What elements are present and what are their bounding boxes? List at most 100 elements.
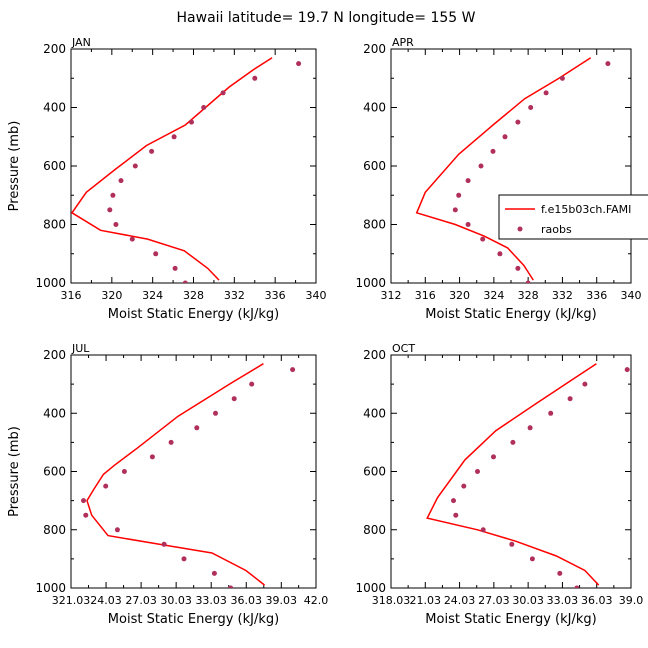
panel-apr-xtick-label: 316 [415,289,436,302]
panel-jan-ytick-label: 800 [43,218,66,232]
panel-oct-label: OCT [392,342,415,355]
panel-apr-obs-point [502,134,508,140]
panel-apr-label: APR [392,36,414,49]
legend: f.e15b03ch.FAMI raobs [498,194,648,240]
panel-oct-xlabel: Moist Static Energy (kJ/kg) [425,612,596,627]
panel-jul-obs-point [121,469,127,474]
panel-oct-obs-point [529,556,535,562]
panel-jan-xtick-label: 320 [101,289,122,302]
panel-oct-obs-point [453,512,459,518]
panel-apr-obs-point [465,178,471,184]
panel-jan-obs-point [129,236,135,242]
panel-oct-obs-point [475,469,480,474]
panel-apr-obs-point [490,148,496,154]
panel-oct-data [426,363,630,588]
panel-oct-obs-point [567,396,573,402]
panel-jan-obs-point [171,134,177,140]
panel-apr-ytick-label: 200 [363,42,386,56]
panel-oct-obs-point [548,410,554,416]
panel-jan-xlabel: Moist Static Energy (kJ/kg) [108,307,279,322]
panel-oct-obs-point [491,454,496,460]
panel-apr-obs-point [478,163,484,169]
panel-jan-label: JAN [71,36,91,49]
panel-jan-xtick-label: 328 [183,289,204,302]
panel-apr-obs-point [515,119,521,125]
panel-jul-xtick-label: 33.03 [195,594,227,607]
panel-apr-xtick-label: 332 [552,289,573,302]
panel-jan-obs-point [118,178,124,184]
panel-jul-obs-point [81,498,86,504]
panel-jul-ytick-label: 400 [43,406,66,420]
panel-apr-ytick-label: 400 [363,101,386,115]
panel-apr-ytick-label: 800 [363,218,386,232]
panel-jul-obs-point [161,541,167,547]
panel-oct-xtick-label: 33.03 [547,594,579,607]
panel-oct-xtick-label: 24.03 [444,594,476,607]
panel-oct-obs-point [461,483,467,489]
panel-jan-ytick-label: 600 [43,159,66,173]
panel-oct-obs-point [574,585,580,588]
panel-oct-obs-point [557,570,563,576]
panel-jul-obs-point [181,556,187,562]
panel-jul-obs-point [168,439,174,445]
panel-oct-obs-point [451,498,456,504]
panel-oct-ytick-label: 400 [363,406,386,420]
panel-jul-xtick-label: 36.03 [231,594,263,607]
panel-jul-obs-point [290,367,296,373]
panel-apr-xtick-label: 328 [518,289,539,302]
panel-oct-obs-point [527,425,533,431]
panel-jan-obs-point [132,163,138,169]
figure-title: Hawaii latitude= 19.7 N longitude= 155 W [177,10,476,26]
panel-jan-xtick-label: 336 [265,289,286,302]
panel-jul-obs-point [149,454,155,460]
panel-jul-data [81,363,296,588]
panel-jan-model-line [71,57,273,281]
panel-jan-xtick-label: 332 [224,289,245,302]
panel-jan-obs-point [107,207,113,213]
panel-jul-obs-point [83,512,89,518]
legend-model-label: f.e15b03ch.FAMI [541,203,631,216]
panel-apr-obs-point [456,192,462,198]
panel-jul-ylabel: Pressure (mb) [7,426,22,517]
panel-jul-obs-point [211,570,217,576]
panel-jul-obs-point [249,381,255,387]
panel-jan-ytick-label: 400 [43,101,66,115]
panel-jan-obs-point [182,280,188,283]
panel-oct-obs-point [480,527,486,533]
panel-jul-ytick-label: 1000 [35,581,66,595]
panel-apr-obs-point [480,236,486,242]
panel-jul-obs-point [103,483,109,489]
panel-oct-ytick-label: 200 [363,348,386,362]
panel-jul-xtick-label: 30.03 [160,594,192,607]
panel-apr-xtick-label: 336 [586,289,607,302]
panel-apr-obs-point [452,207,458,213]
panel-oct-obs-point [509,541,515,547]
panel-jul-obs-point [194,425,200,431]
panel-jan-ytick-label: 1000 [35,276,66,290]
panel-apr-xtick-label: 312 [381,289,402,302]
panel-jan-xtick-label: 340 [306,289,327,302]
panel-jan-obs-point [201,105,207,110]
panel-jan-frame [70,48,317,284]
panel-jan-data [71,57,302,283]
panel-apr-obs-point [528,105,534,110]
panel-jul-obs-point [114,527,120,533]
panel-jul-xtick-label: 24.03 [90,594,122,607]
panel-oct-obs-point [582,381,588,387]
panel-jul-ytick-label: 800 [43,523,66,537]
panel-apr-obs-point [525,280,531,283]
panel-apr-ytick-label: 1000 [355,276,386,290]
panel-apr-frame [390,48,632,284]
panel-jul-xtick-label: 321.03 [52,594,91,607]
panel-apr-model-line [415,57,592,281]
panel-jul-ytick-label: 600 [43,465,66,479]
panel-oct-xtick-label: 318.03 [372,594,411,607]
panel-jan-obs-point [113,222,119,227]
panel-oct-obs-point [510,439,516,445]
panel-jul-xtick-label: 42.0 [304,594,329,607]
panel-jul-label: JUL [71,342,90,355]
panel-oct-frame [390,354,632,589]
